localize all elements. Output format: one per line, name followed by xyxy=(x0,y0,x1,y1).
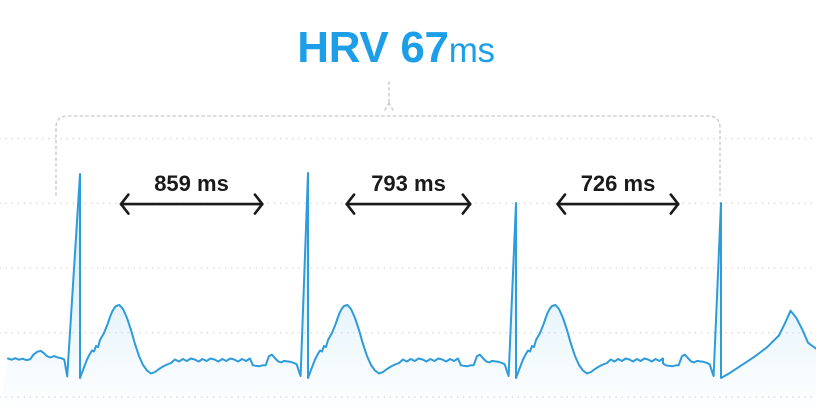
svg-text:793 ms: 793 ms xyxy=(371,171,446,196)
svg-text:726 ms: 726 ms xyxy=(581,171,656,196)
svg-text:859 ms: 859 ms xyxy=(154,171,229,196)
